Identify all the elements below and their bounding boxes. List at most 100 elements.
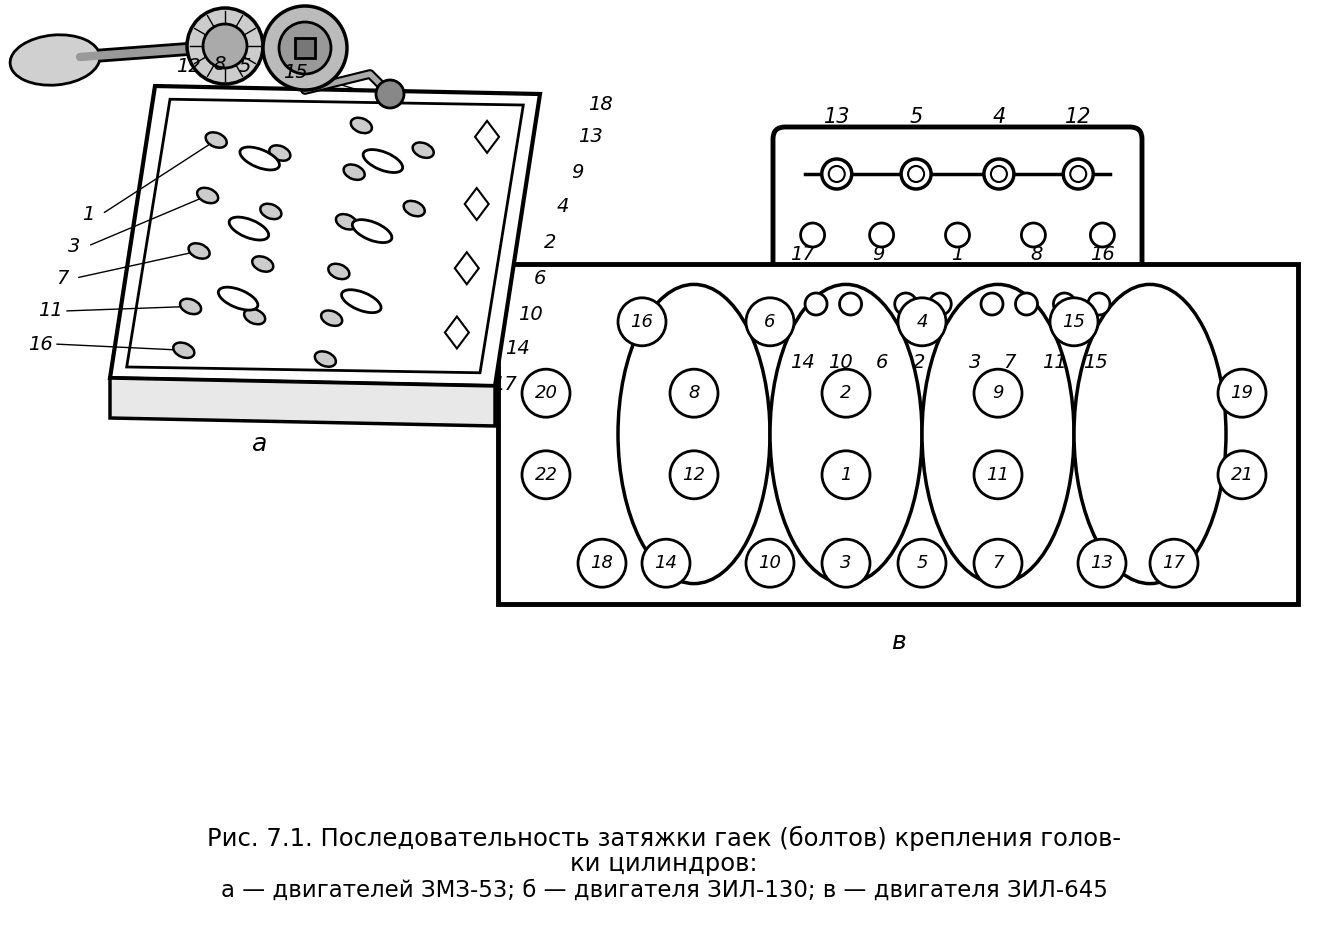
- Circle shape: [376, 80, 404, 108]
- Text: 1: 1: [952, 246, 964, 264]
- Ellipse shape: [1074, 284, 1225, 584]
- Circle shape: [1070, 166, 1086, 182]
- Polygon shape: [465, 188, 489, 220]
- Text: 4: 4: [993, 107, 1006, 127]
- Circle shape: [578, 539, 626, 587]
- Ellipse shape: [352, 219, 392, 243]
- Polygon shape: [110, 378, 494, 426]
- Ellipse shape: [351, 118, 372, 134]
- Ellipse shape: [342, 290, 381, 313]
- Text: 21: 21: [1231, 466, 1253, 484]
- Circle shape: [974, 369, 1022, 417]
- Ellipse shape: [363, 149, 403, 173]
- Circle shape: [1050, 298, 1098, 346]
- Ellipse shape: [769, 284, 922, 584]
- Circle shape: [840, 293, 861, 315]
- Text: Рис. 7.1. Последовательность затяжки гаек (болтов) крепления голов-: Рис. 7.1. Последовательность затяжки гае…: [207, 826, 1120, 851]
- Text: 5: 5: [239, 56, 251, 76]
- Text: 2: 2: [544, 233, 557, 251]
- Text: 18: 18: [587, 94, 613, 114]
- Circle shape: [1090, 223, 1115, 247]
- Ellipse shape: [322, 310, 342, 326]
- Circle shape: [1088, 293, 1110, 315]
- Circle shape: [263, 6, 347, 90]
- Ellipse shape: [260, 204, 282, 219]
- Ellipse shape: [328, 263, 350, 279]
- Bar: [295, 38, 315, 58]
- Ellipse shape: [229, 217, 268, 240]
- Circle shape: [974, 539, 1022, 587]
- Text: б: б: [950, 389, 965, 413]
- Circle shape: [981, 293, 1003, 315]
- Circle shape: [670, 451, 718, 499]
- Ellipse shape: [245, 309, 266, 324]
- Text: 11: 11: [1042, 353, 1066, 373]
- Ellipse shape: [922, 284, 1074, 584]
- Circle shape: [1217, 451, 1267, 499]
- Circle shape: [823, 369, 870, 417]
- Text: а — двигателей ЗМЗ-53; б — двигателя ЗИЛ-130; в — двигателя ЗИЛ-645: а — двигателей ЗМЗ-53; б — двигателя ЗИЛ…: [221, 879, 1107, 901]
- Ellipse shape: [173, 343, 194, 358]
- Circle shape: [829, 166, 845, 182]
- Text: 3: 3: [969, 353, 981, 373]
- Circle shape: [901, 159, 932, 189]
- Ellipse shape: [197, 188, 218, 204]
- Text: 13: 13: [1091, 554, 1114, 573]
- Ellipse shape: [315, 351, 336, 367]
- Polygon shape: [110, 86, 540, 386]
- Circle shape: [642, 539, 690, 587]
- Ellipse shape: [241, 147, 279, 170]
- Text: 6: 6: [534, 270, 546, 289]
- Ellipse shape: [270, 146, 290, 161]
- Circle shape: [983, 159, 1014, 189]
- Text: 17: 17: [492, 375, 517, 393]
- Text: 9: 9: [571, 163, 583, 181]
- Text: 5: 5: [916, 554, 928, 573]
- Text: 16: 16: [1090, 246, 1115, 264]
- Text: 5: 5: [909, 107, 922, 127]
- Circle shape: [991, 166, 1007, 182]
- Ellipse shape: [344, 164, 364, 180]
- Text: 9: 9: [993, 384, 1003, 403]
- Polygon shape: [455, 252, 478, 284]
- Text: 16: 16: [28, 334, 52, 353]
- Text: 15: 15: [1062, 313, 1086, 331]
- Circle shape: [898, 298, 946, 346]
- Text: 12: 12: [1065, 107, 1091, 127]
- Circle shape: [279, 22, 331, 74]
- Circle shape: [1217, 369, 1267, 417]
- Circle shape: [1054, 293, 1075, 315]
- Circle shape: [1015, 293, 1038, 315]
- Text: 11: 11: [986, 466, 1010, 484]
- Text: 14: 14: [789, 353, 815, 373]
- Circle shape: [1022, 223, 1046, 247]
- Text: 2: 2: [913, 353, 926, 373]
- Text: 16: 16: [630, 313, 654, 331]
- Circle shape: [823, 451, 870, 499]
- Text: 6: 6: [764, 313, 776, 331]
- Text: ки цилиндров:: ки цилиндров:: [570, 852, 758, 876]
- Circle shape: [821, 159, 852, 189]
- Text: 10: 10: [828, 353, 853, 373]
- Ellipse shape: [336, 214, 358, 230]
- Text: 8: 8: [1031, 246, 1043, 264]
- Text: а: а: [253, 432, 267, 456]
- Circle shape: [929, 293, 952, 315]
- Polygon shape: [474, 120, 500, 153]
- Circle shape: [898, 539, 946, 587]
- Ellipse shape: [179, 299, 201, 314]
- Text: 22: 22: [534, 466, 557, 484]
- Text: 6: 6: [876, 353, 888, 373]
- Text: 10: 10: [517, 304, 542, 323]
- Circle shape: [823, 539, 870, 587]
- Text: 15: 15: [283, 63, 307, 81]
- Text: 8: 8: [688, 384, 700, 403]
- Text: 11: 11: [37, 302, 62, 320]
- Text: 14: 14: [654, 554, 678, 573]
- Circle shape: [1063, 159, 1094, 189]
- Circle shape: [869, 223, 893, 247]
- Text: 17: 17: [1163, 554, 1185, 573]
- Circle shape: [670, 369, 718, 417]
- Circle shape: [203, 24, 247, 68]
- Circle shape: [187, 8, 263, 84]
